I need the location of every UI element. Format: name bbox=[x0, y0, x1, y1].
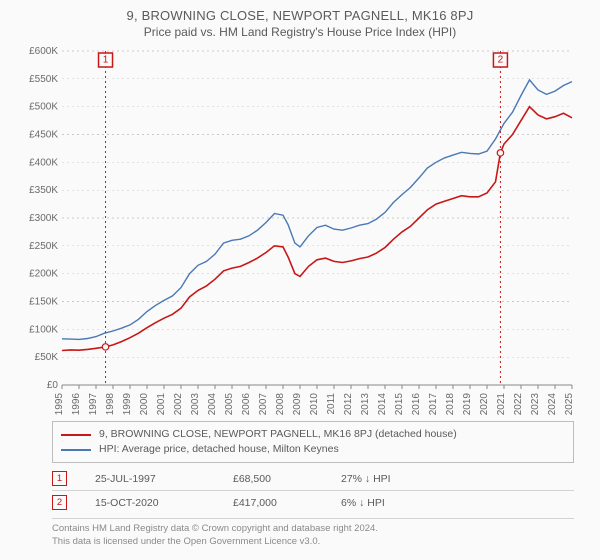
svg-text:£450K: £450K bbox=[29, 130, 58, 141]
svg-text:2019: 2019 bbox=[462, 393, 473, 415]
tx-diff-1: 27% ↓ HPI bbox=[341, 473, 451, 485]
chart-subtitle: Price paid vs. HM Land Registry's House … bbox=[8, 25, 592, 39]
svg-text:2010: 2010 bbox=[309, 393, 320, 415]
table-row: 1 25-JUL-1997 £68,500 27% ↓ HPI bbox=[52, 467, 574, 490]
svg-text:1: 1 bbox=[103, 55, 109, 66]
price-chart: £0 £50K £100K £150K £200K £250K £300K £350K £400… bbox=[18, 45, 582, 415]
svg-text:£600K: £600K bbox=[29, 46, 58, 57]
tx-price-2: £417,000 bbox=[233, 497, 313, 509]
svg-text:£550K: £550K bbox=[29, 74, 58, 85]
svg-text:1995: 1995 bbox=[54, 393, 65, 415]
svg-text:2001: 2001 bbox=[156, 393, 167, 415]
footer-line-2: This data is licensed under the Open Gov… bbox=[52, 536, 574, 548]
chart-legend: 9, BROWNING CLOSE, NEWPORT PAGNELL, MK16… bbox=[52, 421, 574, 463]
tx-marker-2: 2 bbox=[52, 495, 67, 510]
svg-text:2025: 2025 bbox=[564, 393, 575, 415]
svg-text:£250K: £250K bbox=[29, 241, 58, 252]
svg-text:2002: 2002 bbox=[173, 393, 184, 415]
svg-text:2005: 2005 bbox=[224, 393, 235, 415]
footer-line-1: Contains HM Land Registry data © Crown c… bbox=[52, 523, 574, 535]
legend-swatch-subject bbox=[61, 434, 91, 436]
svg-text:2022: 2022 bbox=[513, 393, 524, 415]
legend-item-hpi: HPI: Average price, detached house, Milt… bbox=[61, 442, 565, 457]
svg-text:£200K: £200K bbox=[29, 269, 58, 280]
svg-text:£100K: £100K bbox=[29, 324, 58, 335]
svg-text:2: 2 bbox=[498, 55, 504, 66]
transactions-table: 1 25-JUL-1997 £68,500 27% ↓ HPI 2 15-OCT… bbox=[52, 467, 574, 514]
svg-text:2023: 2023 bbox=[530, 393, 541, 415]
svg-text:£150K: £150K bbox=[29, 297, 58, 308]
svg-text:2004: 2004 bbox=[207, 393, 218, 415]
svg-text:2009: 2009 bbox=[292, 393, 303, 415]
legend-swatch-hpi bbox=[61, 449, 91, 451]
svg-text:2008: 2008 bbox=[275, 393, 286, 415]
svg-text:2024: 2024 bbox=[547, 393, 558, 415]
tx-diff-2: 6% ↓ HPI bbox=[341, 497, 451, 509]
tx-date-2: 15-OCT-2020 bbox=[95, 497, 205, 509]
svg-text:2011: 2011 bbox=[326, 393, 337, 415]
svg-text:1998: 1998 bbox=[105, 393, 116, 415]
svg-text:2017: 2017 bbox=[428, 393, 439, 415]
legend-label-hpi: HPI: Average price, detached house, Milt… bbox=[99, 442, 339, 457]
svg-text:2013: 2013 bbox=[360, 393, 371, 415]
svg-text:2016: 2016 bbox=[411, 393, 422, 415]
table-row: 2 15-OCT-2020 £417,000 6% ↓ HPI bbox=[52, 490, 574, 514]
svg-text:1997: 1997 bbox=[88, 393, 99, 415]
figure-container: 9, BROWNING CLOSE, NEWPORT PAGNELL, MK16… bbox=[0, 0, 600, 560]
svg-text:2000: 2000 bbox=[139, 393, 150, 415]
svg-text:2020: 2020 bbox=[479, 393, 490, 415]
svg-text:£300K: £300K bbox=[29, 213, 58, 224]
footer-attribution: Contains HM Land Registry data © Crown c… bbox=[52, 518, 574, 548]
svg-text:2003: 2003 bbox=[190, 393, 201, 415]
svg-text:2021: 2021 bbox=[496, 393, 507, 415]
svg-text:2014: 2014 bbox=[377, 393, 388, 415]
legend-item-subject: 9, BROWNING CLOSE, NEWPORT PAGNELL, MK16… bbox=[61, 427, 565, 442]
svg-text:£50K: £50K bbox=[35, 352, 59, 363]
svg-text:2018: 2018 bbox=[445, 393, 456, 415]
svg-text:£400K: £400K bbox=[29, 157, 58, 168]
svg-text:2015: 2015 bbox=[394, 393, 405, 415]
chart-svg: £0 £50K £100K £150K £200K £250K £300K £350K £400… bbox=[18, 45, 582, 415]
chart-title: 9, BROWNING CLOSE, NEWPORT PAGNELL, MK16… bbox=[8, 8, 592, 23]
tx-marker-1: 1 bbox=[52, 471, 67, 486]
tx-price-1: £68,500 bbox=[233, 473, 313, 485]
svg-text:2007: 2007 bbox=[258, 393, 269, 415]
svg-text:£500K: £500K bbox=[29, 102, 58, 113]
svg-text:£0: £0 bbox=[47, 380, 59, 391]
svg-text:2012: 2012 bbox=[343, 393, 354, 415]
svg-text:1999: 1999 bbox=[122, 393, 133, 415]
tx-date-1: 25-JUL-1997 bbox=[95, 473, 205, 485]
legend-label-subject: 9, BROWNING CLOSE, NEWPORT PAGNELL, MK16… bbox=[99, 427, 457, 442]
svg-text:1996: 1996 bbox=[71, 393, 82, 415]
svg-text:£350K: £350K bbox=[29, 185, 58, 196]
svg-text:2006: 2006 bbox=[241, 393, 252, 415]
